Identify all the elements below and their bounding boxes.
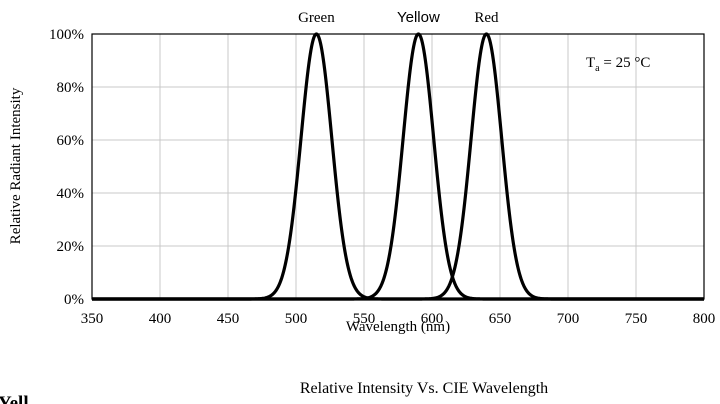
series-yellow-curve xyxy=(91,32,705,301)
chart-caption: Relative Intensity Vs. CIE Wavelength xyxy=(300,380,548,397)
x-axis-label: Wavelength (nm) xyxy=(346,319,450,335)
y-tick-label: 80% xyxy=(57,80,85,96)
x-tick-label: 400 xyxy=(149,311,172,327)
x-tick-label: 350 xyxy=(81,311,104,327)
x-tick-label: 450 xyxy=(217,311,240,327)
series-curves xyxy=(91,32,705,301)
x-tick-label: 800 xyxy=(693,311,716,327)
x-tick-label: 550 xyxy=(353,311,376,327)
series-label-green: Green xyxy=(298,10,335,26)
y-axis-label: Relative Radiant Intensity xyxy=(8,87,24,244)
series-green-curve xyxy=(91,32,705,301)
grid xyxy=(92,34,704,299)
y-tick-label: 40% xyxy=(57,186,85,202)
series-label-red: Red xyxy=(474,10,499,26)
x-tick-label: 600 xyxy=(421,311,444,327)
y-tick-label: 0% xyxy=(64,292,84,308)
x-tick-label: 750 xyxy=(625,311,648,327)
x-tick-label: 700 xyxy=(557,311,580,327)
series-labels: Green Yellow Red xyxy=(298,9,499,26)
x-tick-label: 650 xyxy=(489,311,512,327)
temperature-annotation: Ta = 25 °C xyxy=(586,55,650,74)
series-red-curve xyxy=(91,32,705,301)
x-tick-label: 500 xyxy=(285,311,308,327)
tick-labels: 350 400 450 500 550 600 650 700 750 800 0% 20% 40% 60… xyxy=(49,27,715,327)
y-tick-label: 20% xyxy=(57,239,85,255)
y-tick-label: 100% xyxy=(49,27,84,43)
cut-off-heading: Yell xyxy=(0,393,29,404)
y-tick-label: 60% xyxy=(57,133,85,149)
series-label-yellow: Yellow xyxy=(397,9,440,26)
plot-frame xyxy=(91,33,705,300)
